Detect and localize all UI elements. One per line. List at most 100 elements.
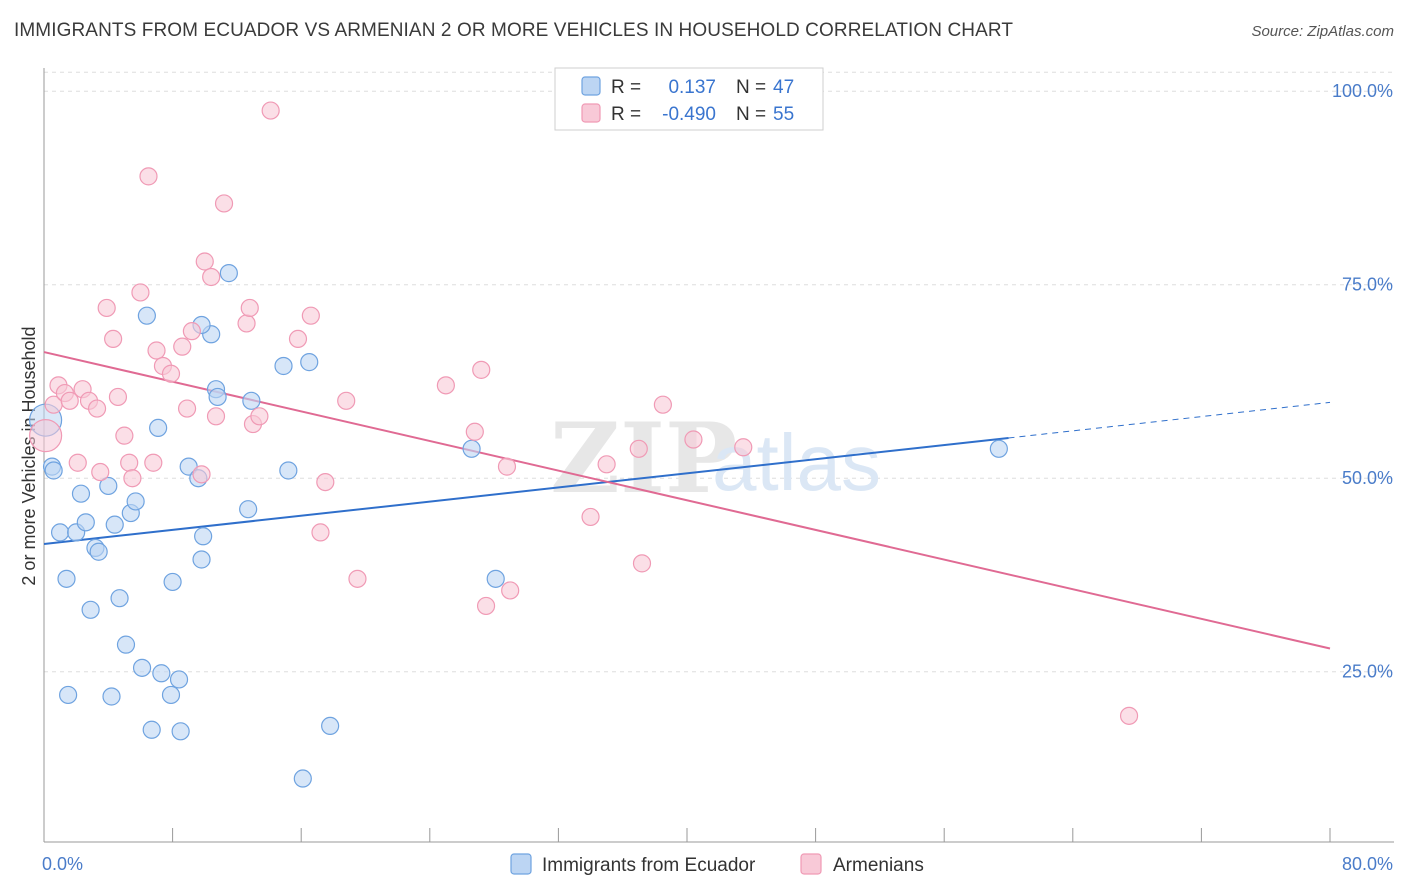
point-s0-40 bbox=[293, 769, 312, 788]
point-s0-21 bbox=[149, 418, 168, 438]
point-s1-45 bbox=[497, 457, 517, 476]
stats-n-value-ecuador: 47 bbox=[773, 77, 794, 98]
point-s1-41 bbox=[436, 376, 455, 395]
y-tick-labels: 100.0% 75.0% 50.0% 25.0% bbox=[1332, 81, 1393, 682]
point-s1-47 bbox=[581, 507, 600, 527]
series-legend: Immigrants from Ecuador Armenians bbox=[510, 853, 924, 876]
point-s1-49 bbox=[629, 439, 648, 458]
point-s1-11 bbox=[104, 329, 123, 348]
point-s0-2 bbox=[44, 461, 63, 480]
point-s0-18 bbox=[132, 658, 152, 677]
point-s1-44 bbox=[476, 596, 496, 616]
point-s1-48 bbox=[597, 455, 616, 474]
trendlines bbox=[43, 351, 1331, 650]
point-s0-41 bbox=[462, 439, 481, 458]
point-s1-24 bbox=[182, 322, 201, 341]
point-s1-34 bbox=[261, 101, 280, 120]
stats-n-label-ecuador: N = bbox=[736, 77, 766, 98]
point-s1-38 bbox=[316, 472, 335, 492]
point-s1-4 bbox=[60, 391, 79, 410]
point-s0-39 bbox=[321, 716, 340, 736]
stats-n-label-armenians: N = bbox=[736, 104, 766, 125]
y-tick-label-3: 25.0% bbox=[1342, 662, 1393, 682]
point-s1-37 bbox=[311, 523, 330, 542]
y-tick-label-2: 50.0% bbox=[1342, 468, 1393, 488]
stats-swatch-ecuador bbox=[581, 76, 601, 96]
point-s1-30 bbox=[237, 314, 256, 333]
gridlines bbox=[44, 71, 1394, 673]
point-s0-26 bbox=[171, 722, 190, 741]
point-s0-4 bbox=[57, 569, 76, 588]
point-s0-29 bbox=[194, 527, 213, 546]
point-s1-33 bbox=[250, 407, 269, 426]
stats-legend: R = 0.137 N = 47 R = -0.490 N = 55 bbox=[554, 67, 824, 131]
point-s1-26 bbox=[195, 252, 214, 271]
point-s1-35 bbox=[288, 329, 308, 348]
point-s0-15 bbox=[116, 635, 136, 654]
point-s1-0 bbox=[29, 419, 63, 453]
point-s0-5 bbox=[59, 685, 78, 705]
point-s1-18 bbox=[144, 453, 163, 472]
point-s0-37 bbox=[279, 461, 298, 480]
point-s0-14 bbox=[110, 589, 129, 608]
point-s1-53 bbox=[734, 438, 753, 457]
y-tick-label-0: 100.0% bbox=[1332, 81, 1393, 101]
watermark-zip: ZIP bbox=[550, 402, 737, 515]
point-s0-25 bbox=[169, 670, 189, 689]
point-s1-40 bbox=[348, 569, 367, 588]
point-s1-31 bbox=[240, 298, 259, 318]
x-ticks bbox=[43, 828, 1331, 842]
point-s0-35 bbox=[242, 391, 261, 410]
stats-r-value-ecuador: 0.137 bbox=[668, 77, 716, 98]
point-s1-9 bbox=[91, 462, 110, 482]
x-tick-label-1: 80.0% bbox=[1342, 854, 1393, 874]
point-s1-43 bbox=[472, 360, 491, 379]
stats-swatch-armenians bbox=[581, 103, 601, 123]
legend-swatch-ecuador bbox=[510, 853, 532, 875]
chart-source: Source: ZipAtlas.com bbox=[1251, 23, 1394, 40]
point-s0-46 bbox=[102, 687, 121, 706]
chart-title: IMMIGRANTS FROM ECUADOR VS ARMENIAN 2 OR… bbox=[14, 20, 1014, 41]
point-s0-34 bbox=[239, 500, 258, 519]
point-s0-12 bbox=[99, 476, 118, 496]
point-s0-3 bbox=[50, 523, 70, 542]
point-s1-23 bbox=[177, 399, 197, 418]
x-tick-labels: 0.0% 80.0% bbox=[42, 854, 1393, 874]
point-s1-39 bbox=[337, 391, 356, 410]
y-tick-label-1: 75.0% bbox=[1342, 275, 1393, 295]
point-s0-20 bbox=[142, 720, 161, 739]
point-s1-22 bbox=[173, 337, 192, 356]
point-s0-22 bbox=[152, 664, 171, 683]
watermark-atlas: atlas bbox=[712, 418, 881, 507]
point-s0-13 bbox=[105, 515, 124, 534]
stats-r-value-armenians: -0.490 bbox=[662, 104, 716, 125]
trendline-1 bbox=[43, 351, 1331, 650]
point-s1-16 bbox=[131, 283, 150, 302]
data-points bbox=[29, 101, 1139, 788]
point-s0-24 bbox=[163, 572, 182, 592]
point-s1-21 bbox=[161, 364, 181, 383]
point-s0-11 bbox=[89, 542, 108, 561]
point-s0-32 bbox=[208, 387, 227, 407]
legend-label-armenians: Armenians bbox=[833, 855, 924, 876]
point-s0-17 bbox=[126, 492, 145, 511]
stats-n-value-armenians: 55 bbox=[773, 104, 794, 125]
point-s0-43 bbox=[989, 439, 1008, 458]
point-s1-36 bbox=[301, 306, 320, 325]
x-tick-label-0: 0.0% bbox=[42, 854, 83, 874]
point-s1-27 bbox=[202, 267, 221, 287]
stats-r-label-armenians: R = bbox=[611, 104, 641, 125]
point-s0-8 bbox=[76, 513, 95, 532]
point-s0-9 bbox=[81, 600, 100, 619]
point-s1-28 bbox=[206, 407, 226, 426]
point-s1-46 bbox=[501, 581, 520, 600]
point-s1-19 bbox=[147, 341, 166, 360]
point-s0-33 bbox=[219, 264, 238, 283]
point-s1-52 bbox=[684, 430, 703, 449]
point-s0-7 bbox=[71, 484, 91, 503]
point-s0-38 bbox=[300, 353, 319, 372]
point-s1-29 bbox=[214, 194, 234, 213]
legend-label-ecuador: Immigrants from Ecuador bbox=[542, 855, 756, 876]
point-s0-30 bbox=[192, 550, 211, 569]
